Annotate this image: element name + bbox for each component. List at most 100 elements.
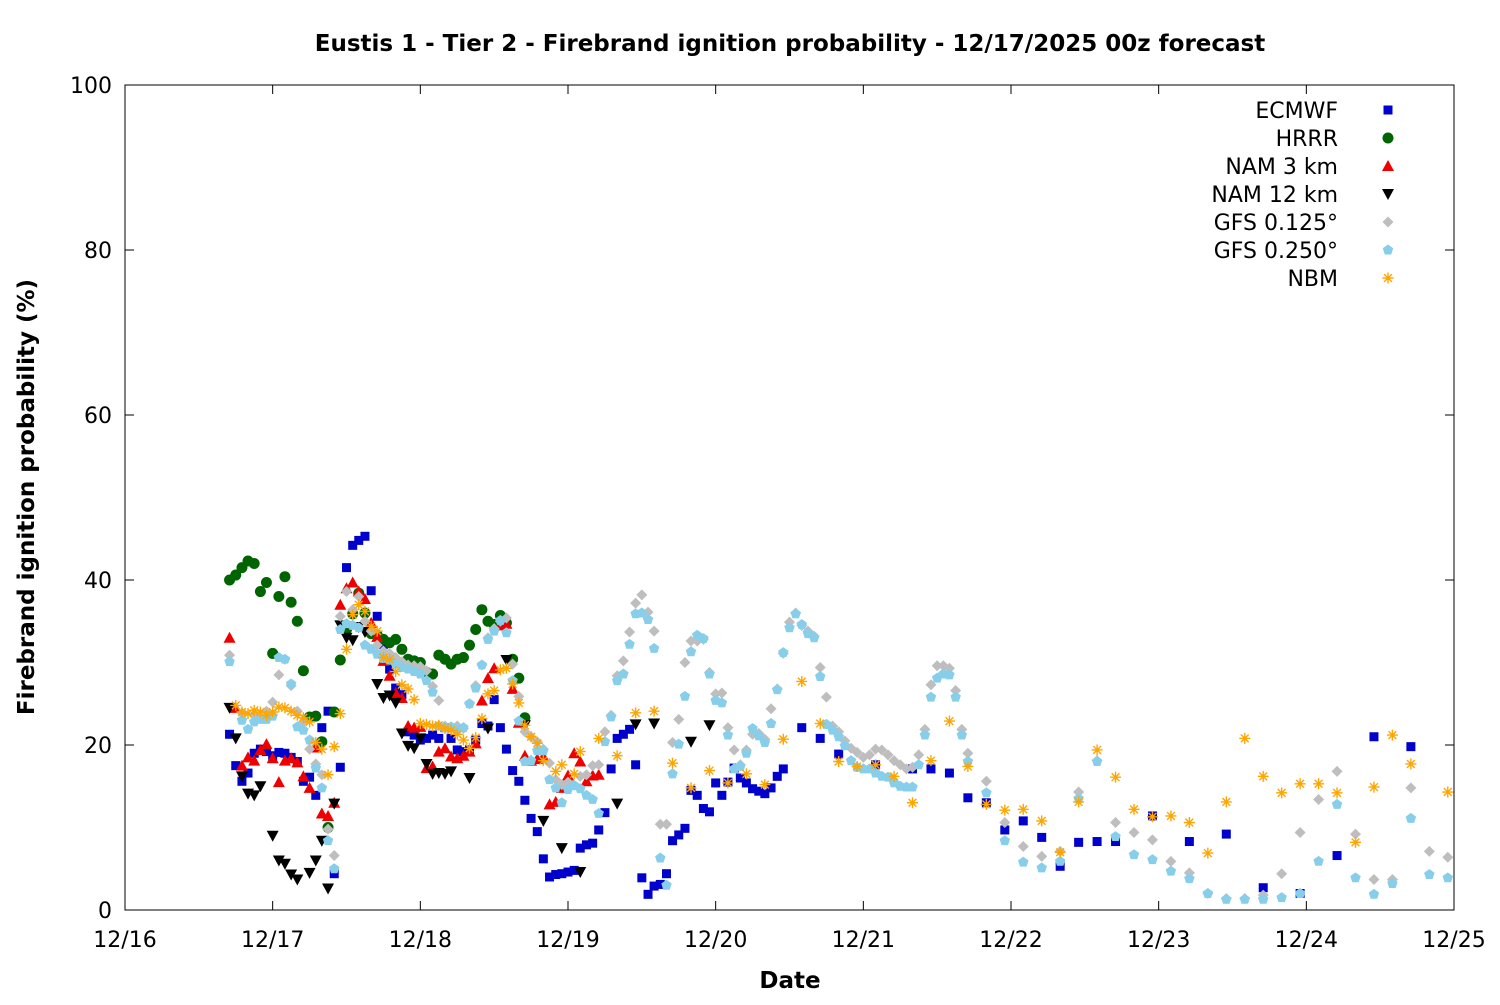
data-point (907, 781, 918, 792)
data-point (328, 850, 340, 862)
data-point (876, 744, 888, 756)
data-point (568, 768, 580, 780)
data-point (919, 729, 931, 740)
data-point (1054, 855, 1066, 866)
data-point (261, 747, 271, 757)
data-point (1036, 815, 1048, 827)
data-point (833, 756, 845, 767)
data-point (451, 728, 463, 740)
data-point (1055, 861, 1065, 871)
data-point (303, 781, 316, 793)
data-point (402, 683, 414, 695)
data-point (501, 627, 512, 638)
data-point (408, 694, 420, 706)
data-point (285, 705, 297, 717)
legend-marker (1382, 132, 1394, 144)
data-point (1092, 837, 1102, 847)
data-point (753, 730, 765, 741)
data-point (569, 865, 579, 875)
data-point (999, 804, 1011, 816)
data-point (360, 531, 370, 541)
data-point (390, 666, 402, 678)
data-point (680, 823, 690, 833)
data-point (463, 773, 476, 784)
data-point (1018, 816, 1028, 826)
data-point (317, 723, 327, 733)
data-point (551, 870, 561, 880)
data-point (489, 695, 499, 705)
data-point (513, 697, 525, 709)
legend-marker (1382, 160, 1394, 171)
data-point (784, 622, 795, 633)
data-point (556, 797, 568, 808)
data-point (630, 707, 642, 719)
data-point (950, 691, 961, 702)
data-point (631, 760, 641, 770)
data-point (944, 669, 955, 680)
data-point (297, 665, 309, 677)
data-point (716, 697, 728, 708)
data-point (1423, 845, 1435, 857)
data-point (526, 813, 536, 823)
data-point (888, 770, 900, 782)
data-point (556, 759, 568, 771)
data-point (1313, 793, 1325, 805)
series-ecmwf (225, 531, 1416, 899)
data-point (550, 765, 562, 777)
data-point (692, 790, 702, 800)
data-point (1036, 850, 1048, 862)
data-point (815, 733, 825, 743)
data-point (422, 733, 432, 743)
data-point (248, 754, 261, 766)
data-point (1128, 803, 1140, 815)
x-tick-label: 12/20 (684, 928, 747, 953)
data-point (476, 713, 488, 725)
data-point (760, 789, 770, 799)
data-point (630, 597, 642, 609)
data-point (870, 759, 882, 771)
data-point (273, 701, 285, 713)
data-point (1221, 893, 1232, 904)
data-point (555, 843, 568, 855)
data-point (766, 783, 776, 793)
data-point (1091, 744, 1103, 756)
data-point (606, 764, 616, 774)
data-point (643, 889, 653, 899)
data-point (328, 741, 340, 753)
data-point (334, 598, 347, 610)
data-point (470, 624, 482, 635)
data-point (1332, 851, 1342, 861)
data-point (273, 591, 285, 602)
x-tick-label: 12/23 (1127, 928, 1190, 953)
data-point (588, 838, 598, 848)
data-point (716, 687, 728, 699)
data-point (291, 874, 304, 886)
data-point (383, 669, 396, 681)
data-point (593, 759, 605, 771)
data-point (230, 699, 242, 711)
data-point (470, 732, 482, 744)
data-point (1147, 854, 1158, 865)
data-point (266, 830, 279, 842)
data-point (575, 843, 585, 853)
data-point (790, 608, 801, 619)
data-point (1294, 778, 1306, 790)
data-point (285, 869, 298, 881)
data-point (685, 782, 697, 794)
data-point (457, 652, 469, 664)
data-point (648, 718, 661, 730)
data-point (661, 869, 671, 879)
data-point (722, 729, 734, 740)
data-point (1184, 837, 1194, 847)
data-point (980, 775, 992, 787)
data-point (605, 711, 617, 722)
data-point (371, 625, 383, 637)
data-point (322, 823, 334, 835)
data-point (291, 709, 303, 721)
data-point (668, 836, 678, 846)
data-point (311, 790, 321, 800)
data-point (545, 872, 555, 882)
data-point (907, 797, 919, 809)
data-point (476, 604, 488, 616)
data-point (1111, 837, 1121, 847)
